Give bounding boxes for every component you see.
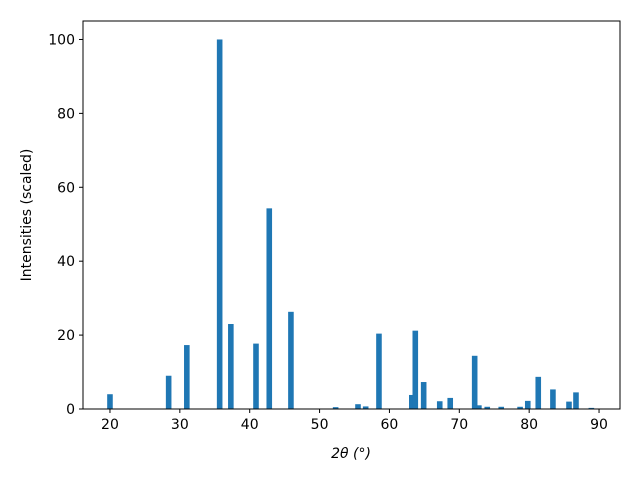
- bar: [332, 407, 339, 409]
- bar: [476, 405, 482, 409]
- bar: [484, 406, 491, 409]
- bar: [447, 397, 454, 409]
- bar: [107, 394, 113, 409]
- bar: [253, 343, 259, 409]
- bar: [535, 376, 542, 409]
- axes-frame: [82, 20, 621, 410]
- y-tick-label: 60: [57, 180, 75, 196]
- x-tick-label: 80: [520, 417, 538, 433]
- x-tick-label: 20: [101, 417, 119, 433]
- x-tick-label: 70: [450, 417, 468, 433]
- bar: [471, 355, 478, 409]
- y-tick-label: 40: [57, 254, 75, 270]
- x-tick-label: 60: [381, 417, 399, 433]
- bar: [566, 401, 572, 409]
- y-tick-label: 20: [57, 328, 75, 344]
- bar: [573, 392, 579, 409]
- x-tick-label: 30: [171, 417, 189, 433]
- bar: [550, 389, 556, 409]
- bar: [412, 330, 419, 409]
- y-tick-label: 100: [48, 32, 75, 48]
- bar: [355, 404, 361, 409]
- bar: [420, 382, 427, 409]
- x-axis-label: 2θ (°): [331, 446, 371, 462]
- bar: [524, 400, 531, 409]
- y-axis-label: Intensities (scaled): [19, 149, 35, 282]
- bar: [165, 375, 172, 409]
- bar: [588, 407, 595, 409]
- bar: [288, 311, 294, 409]
- x-tick-label: 50: [311, 417, 329, 433]
- bar: [517, 406, 523, 409]
- bar: [362, 406, 369, 409]
- y-tick-label: 80: [57, 106, 75, 122]
- bar: [266, 208, 273, 409]
- x-tick-label: 90: [590, 417, 608, 433]
- bar: [409, 394, 415, 409]
- bar: [436, 401, 443, 409]
- y-tick-label: 0: [66, 402, 75, 418]
- bar: [376, 333, 382, 409]
- x-tick-label: 40: [241, 417, 259, 433]
- bar: [228, 324, 234, 409]
- bar: [498, 406, 505, 409]
- bar: [184, 345, 190, 409]
- bar: [216, 39, 223, 409]
